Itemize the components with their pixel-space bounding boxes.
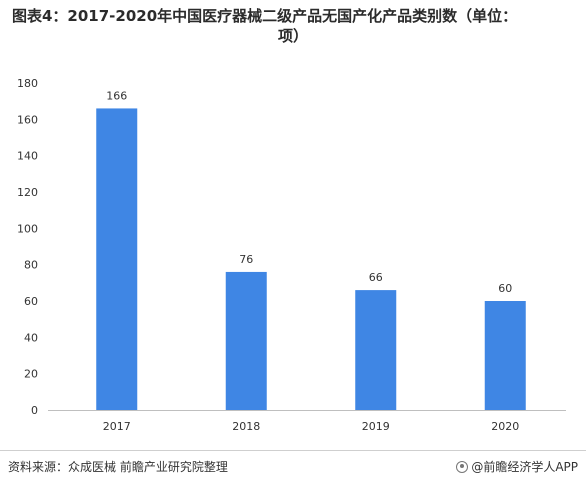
x-tick-label-2019: 2019	[362, 420, 390, 433]
y-tick-label-140: 140	[17, 150, 38, 163]
bar-2017	[96, 108, 138, 410]
chart-title: 图表4：2017-2020年中国医疗器械二级产品无国产化产品类别数（单位： 项）	[10, 6, 576, 46]
brand-credit: @前瞻经济学人APP	[456, 458, 578, 475]
y-tick-label-0: 0	[31, 404, 38, 417]
y-tick-label-180: 180	[17, 77, 38, 90]
y-axis-tick-labels: 0 20 40 60 80 100 120 140 160 180	[17, 77, 38, 417]
bar-2020	[484, 301, 526, 410]
data-labels: 166 76 66 60	[106, 89, 512, 295]
bar-2018	[225, 271, 267, 410]
x-axis-tick-labels: 2017 2018 2019 2020	[103, 420, 520, 433]
x-tick-label-2017: 2017	[103, 420, 131, 433]
x-tick-label-2020: 2020	[491, 420, 519, 433]
y-tick-label-60: 60	[24, 295, 38, 308]
x-tick-label-2018: 2018	[232, 420, 260, 433]
bars	[96, 108, 526, 410]
y-tick-label-100: 100	[17, 222, 38, 235]
brand-logo-icon	[456, 460, 469, 473]
y-tick-label-20: 20	[24, 368, 38, 381]
y-tick-label-160: 160	[17, 113, 38, 126]
source-note: 资料来源：众成医械 前瞻产业研究院整理	[8, 460, 228, 474]
data-label-2020: 60	[498, 282, 512, 295]
brand-text: @前瞻经济学人APP	[471, 460, 578, 474]
data-label-2018: 76	[239, 253, 253, 266]
bar-2019	[355, 290, 397, 410]
chart-title-line-1: 图表4：2017-2020年中国医疗器械二级产品无国产化产品类别数（单位：	[12, 7, 518, 25]
y-tick-label-80: 80	[24, 259, 38, 272]
data-label-2017: 166	[106, 89, 127, 102]
y-tick-label-120: 120	[17, 186, 38, 199]
y-tick-label-40: 40	[24, 331, 38, 344]
chart-title-line-2: 项）	[277, 27, 308, 45]
footer-divider	[0, 450, 586, 451]
data-label-2019: 66	[369, 271, 383, 284]
